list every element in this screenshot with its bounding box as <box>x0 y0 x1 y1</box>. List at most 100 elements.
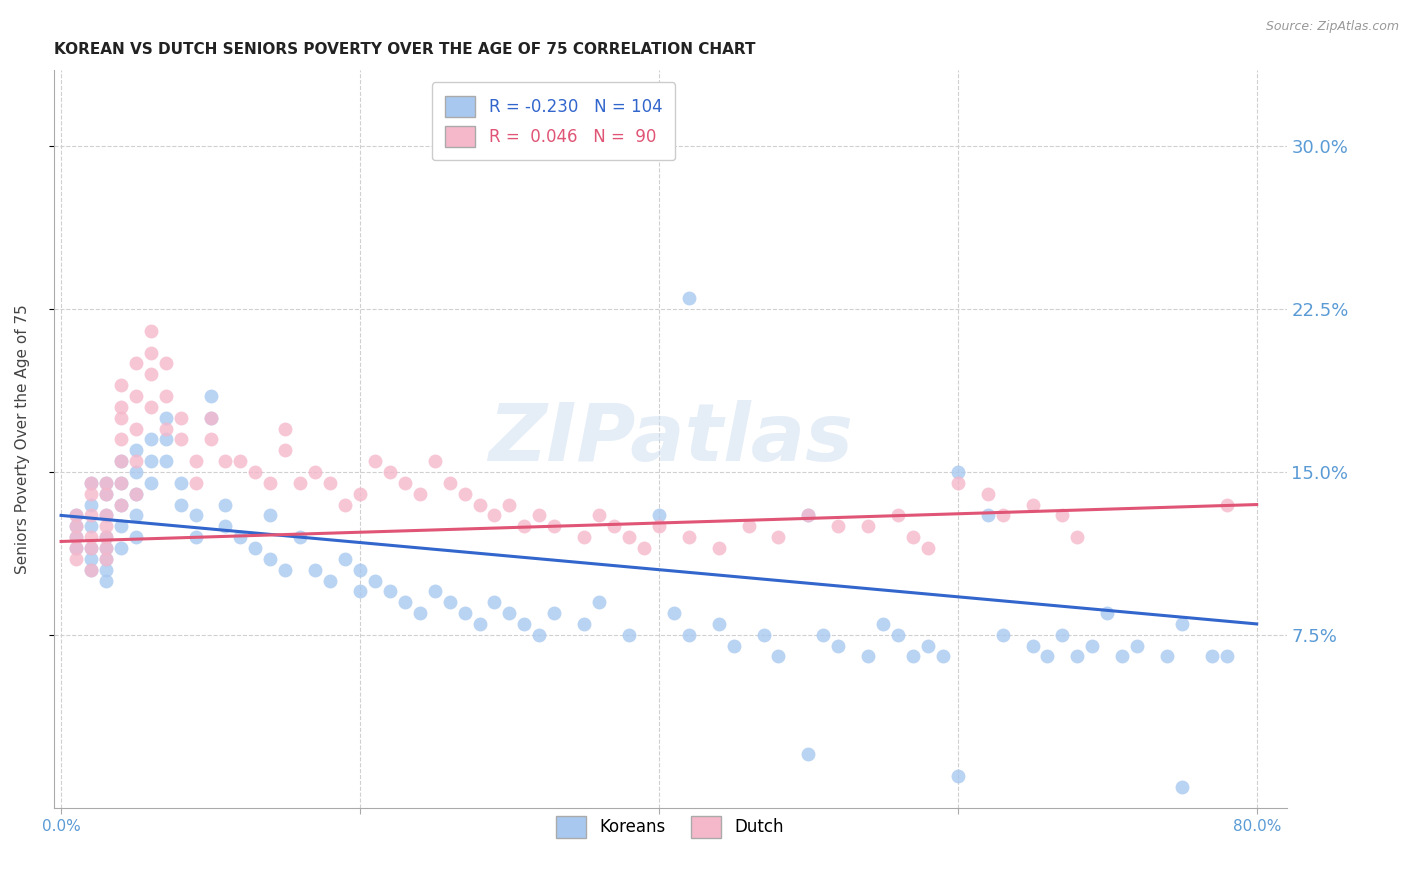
Point <box>94 508 117 523</box>
Point <box>290 475 312 490</box>
Point <box>498 498 520 512</box>
Point <box>94 541 117 555</box>
Point <box>125 443 148 458</box>
Point <box>94 519 117 533</box>
Point <box>80 563 103 577</box>
Point <box>110 400 132 414</box>
Point <box>259 551 281 566</box>
Point <box>274 421 297 435</box>
Point <box>65 519 87 533</box>
Point <box>110 541 132 555</box>
Point <box>229 454 252 468</box>
Point <box>125 421 148 435</box>
Point <box>80 563 103 577</box>
Point <box>797 508 820 523</box>
Point <box>304 563 326 577</box>
Point <box>94 551 117 566</box>
Point <box>768 530 790 544</box>
Point <box>707 541 730 555</box>
Point <box>1216 498 1239 512</box>
Point <box>110 498 132 512</box>
Point <box>290 530 312 544</box>
Point <box>274 563 297 577</box>
Point <box>65 508 87 523</box>
Point <box>125 486 148 500</box>
Point <box>349 584 371 599</box>
Point <box>349 563 371 577</box>
Point <box>80 475 103 490</box>
Point <box>617 530 640 544</box>
Point <box>65 541 87 555</box>
Point <box>155 356 177 370</box>
Point <box>184 454 207 468</box>
Point <box>155 454 177 468</box>
Point <box>1216 649 1239 664</box>
Point <box>529 508 551 523</box>
Point <box>678 628 700 642</box>
Point <box>543 519 565 533</box>
Point <box>245 541 267 555</box>
Point <box>1036 649 1059 664</box>
Point <box>1171 616 1194 631</box>
Point <box>110 378 132 392</box>
Point <box>423 584 446 599</box>
Point <box>529 628 551 642</box>
Point <box>1066 649 1088 664</box>
Point <box>80 486 103 500</box>
Point <box>94 475 117 490</box>
Point <box>378 465 401 479</box>
Point <box>80 541 103 555</box>
Point <box>125 465 148 479</box>
Point <box>588 508 610 523</box>
Point <box>827 639 849 653</box>
Point <box>1126 639 1149 653</box>
Point <box>125 530 148 544</box>
Point <box>80 530 103 544</box>
Point <box>80 498 103 512</box>
Point <box>274 443 297 458</box>
Point <box>648 519 671 533</box>
Point <box>872 616 894 631</box>
Point <box>991 628 1014 642</box>
Point <box>110 475 132 490</box>
Point <box>139 324 162 338</box>
Point <box>409 606 432 620</box>
Point <box>319 574 342 588</box>
Point <box>1097 606 1119 620</box>
Point <box>572 616 595 631</box>
Point <box>617 628 640 642</box>
Point <box>214 498 236 512</box>
Point <box>139 400 162 414</box>
Point <box>453 486 475 500</box>
Point <box>65 541 87 555</box>
Point <box>827 519 849 533</box>
Point <box>1081 639 1104 653</box>
Point <box>200 433 222 447</box>
Point <box>125 389 148 403</box>
Point <box>139 454 162 468</box>
Point <box>155 410 177 425</box>
Point <box>887 628 910 642</box>
Point <box>991 508 1014 523</box>
Point <box>513 616 536 631</box>
Point <box>752 628 775 642</box>
Point <box>65 530 87 544</box>
Point <box>169 475 191 490</box>
Point <box>662 606 685 620</box>
Point <box>139 345 162 359</box>
Point <box>723 639 745 653</box>
Point <box>94 541 117 555</box>
Point <box>678 291 700 305</box>
Point <box>856 519 879 533</box>
Point <box>139 433 162 447</box>
Point <box>65 508 87 523</box>
Point <box>887 508 910 523</box>
Point <box>423 454 446 468</box>
Point <box>94 563 117 577</box>
Point <box>707 616 730 631</box>
Point <box>1066 530 1088 544</box>
Point <box>229 530 252 544</box>
Point <box>319 475 342 490</box>
Point <box>259 508 281 523</box>
Point <box>304 465 326 479</box>
